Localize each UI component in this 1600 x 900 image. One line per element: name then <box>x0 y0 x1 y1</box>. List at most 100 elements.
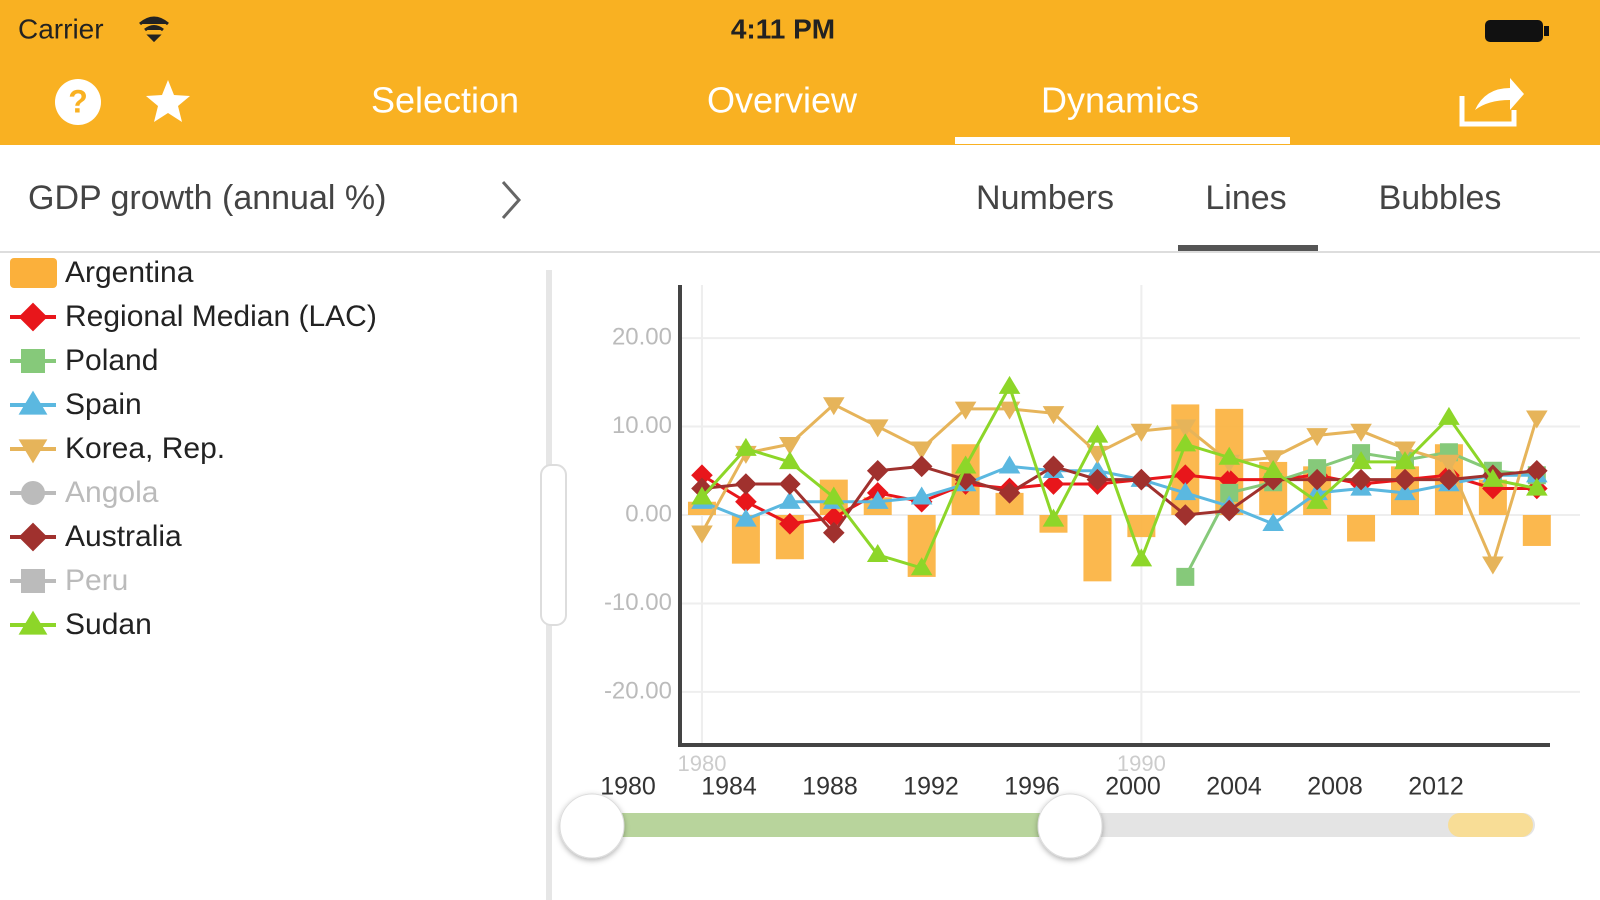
point <box>910 441 933 460</box>
point <box>1394 451 1416 470</box>
slider-knob-start[interactable] <box>559 793 625 859</box>
view-tab[interactable]: Bubbles <box>1379 179 1502 217</box>
slider-tick-label: 1992 <box>903 773 959 801</box>
slider-tick-label: 1996 <box>1004 773 1060 801</box>
bar <box>1347 515 1376 542</box>
point <box>866 490 889 509</box>
legend-label[interactable]: Sudan <box>65 608 152 641</box>
nav-tab[interactable]: Overview <box>707 80 858 121</box>
point <box>1220 483 1239 502</box>
carrier: Carrier <box>18 13 104 44</box>
point <box>1218 499 1241 522</box>
legend-label[interactable]: Poland <box>65 344 158 377</box>
legend-label[interactable]: Angola <box>65 476 159 509</box>
point <box>866 419 889 438</box>
point <box>1174 464 1197 486</box>
legend-label[interactable]: Argentina <box>65 256 194 289</box>
point <box>1174 419 1197 438</box>
wifi-icon <box>139 16 169 43</box>
point <box>1174 482 1197 501</box>
header <box>0 0 1600 145</box>
legend-label[interactable]: Korea, Rep. <box>65 432 225 465</box>
view-tab[interactable]: Numbers <box>976 179 1114 217</box>
point <box>1308 459 1327 478</box>
slider-end <box>1448 813 1533 837</box>
legend-label[interactable]: Australia <box>65 520 182 553</box>
help-button[interactable]: ? <box>55 79 101 125</box>
point <box>1086 468 1109 491</box>
point <box>1482 468 1504 487</box>
slider-knob-end[interactable] <box>1037 793 1103 859</box>
nav-tab-indicator <box>955 137 1290 144</box>
point <box>1350 423 1372 442</box>
slider-tick-label: 1988 <box>802 773 858 801</box>
legend-swatch <box>10 258 57 288</box>
point <box>1438 406 1460 425</box>
point <box>779 490 801 509</box>
point <box>779 451 801 470</box>
point <box>1176 567 1195 586</box>
point <box>1130 423 1153 442</box>
point <box>691 486 713 505</box>
view-tab[interactable]: Lines <box>1205 179 1286 217</box>
point <box>1042 406 1065 425</box>
point <box>779 437 801 456</box>
point <box>1042 473 1065 495</box>
legend-label[interactable]: Spain <box>65 388 142 421</box>
slider-tick-label: 1980 <box>600 773 656 801</box>
point <box>1174 433 1197 452</box>
indicator-chevron[interactable] <box>501 181 522 219</box>
point <box>1262 450 1284 469</box>
nav-tab[interactable]: Dynamics <box>1041 80 1199 121</box>
bar <box>995 492 1024 515</box>
point <box>1526 477 1548 496</box>
legend-marker <box>18 439 48 464</box>
year-slider[interactable]: 1980 1984 1988 1992 1996 2000 2004 2008 2012 <box>559 773 1535 859</box>
battery-icon <box>1485 20 1543 42</box>
point <box>735 437 757 456</box>
point <box>1306 490 1328 509</box>
share-button[interactable] <box>1459 78 1524 127</box>
point <box>735 490 757 513</box>
legend-label[interactable]: Peru <box>65 564 128 597</box>
splitter-handle[interactable] <box>540 464 567 626</box>
point <box>822 486 845 505</box>
point <box>866 459 889 482</box>
axis <box>678 285 1550 747</box>
legend-marker <box>18 522 48 552</box>
point <box>998 455 1021 474</box>
point <box>1526 410 1548 429</box>
y-tick-label: 0.00 <box>625 500 672 527</box>
legend-label[interactable]: Regional Median (LAC) <box>65 300 377 333</box>
point <box>1262 513 1284 532</box>
legend-marker <box>18 610 48 635</box>
favorite-button[interactable] <box>146 80 190 122</box>
battery-tip <box>1544 26 1549 36</box>
point <box>1218 446 1241 465</box>
point <box>691 464 713 486</box>
point <box>1350 468 1372 491</box>
point <box>1438 454 1460 473</box>
legend-marker <box>21 569 45 593</box>
point <box>779 473 801 495</box>
point <box>822 521 845 544</box>
y-tick-label: 10.00 <box>612 412 672 439</box>
point <box>866 544 889 563</box>
point <box>1394 441 1416 460</box>
x-tick-label: 1990 <box>1117 751 1166 776</box>
point <box>1042 455 1065 478</box>
bar <box>1127 515 1156 538</box>
point <box>1086 424 1109 443</box>
slider-tick-label: 2000 <box>1105 773 1161 801</box>
slider-tick-label: 2004 <box>1206 773 1262 801</box>
point <box>1438 468 1460 491</box>
point <box>1526 459 1548 482</box>
nav-tab[interactable]: Selection <box>371 80 519 121</box>
point <box>1306 428 1328 447</box>
point <box>1130 548 1153 567</box>
indicator-label[interactable]: GDP growth (annual %) <box>28 179 386 217</box>
point <box>1262 459 1284 478</box>
legend-marker <box>18 390 48 415</box>
